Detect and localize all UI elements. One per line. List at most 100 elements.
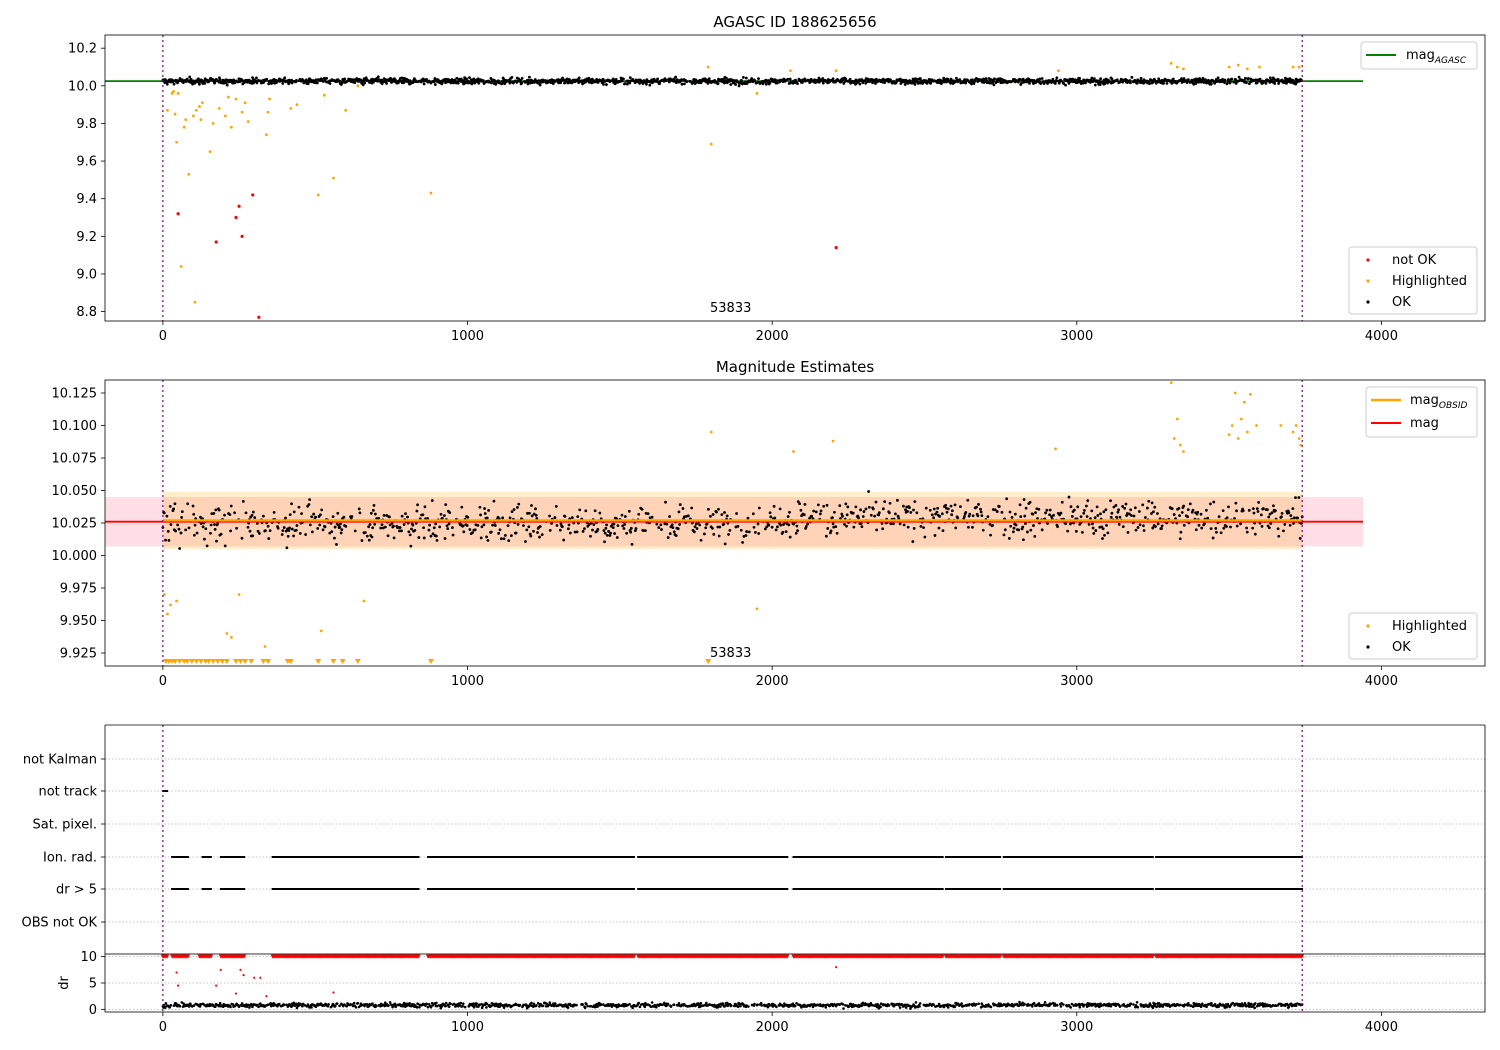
- flag-point: [1224, 856, 1227, 858]
- ok-point: [1091, 526, 1095, 530]
- flag-point: [907, 856, 910, 858]
- flag-point: [440, 856, 443, 858]
- flag-point: [652, 888, 654, 890]
- ok-point: [698, 523, 702, 527]
- flag-point: [779, 888, 781, 890]
- flag-point: [1211, 856, 1214, 858]
- ok-points: [161, 75, 1303, 88]
- flag-point: [890, 888, 893, 890]
- flag-point: [1212, 856, 1215, 858]
- flag-point: [1122, 888, 1124, 890]
- flag-point: [1149, 888, 1152, 890]
- flag-point: [1116, 856, 1119, 858]
- flag-point: [574, 856, 576, 858]
- flag-point: [647, 888, 650, 890]
- highlighted-point: [208, 150, 212, 154]
- ok-point: [672, 77, 676, 81]
- flag-point: [816, 888, 818, 890]
- flag-point: [859, 888, 862, 890]
- highlighted-point: [789, 69, 792, 73]
- flag-point: [488, 856, 491, 858]
- flag-point: [794, 888, 797, 890]
- flag-point: [1129, 856, 1132, 858]
- flag-point: [1072, 856, 1074, 858]
- flag-point: [1164, 888, 1167, 890]
- flag-point: [403, 856, 406, 858]
- ok-point: [977, 502, 980, 506]
- flag-point: [889, 888, 892, 890]
- flag-point: [947, 888, 949, 890]
- ok-point: [1228, 80, 1232, 84]
- flag-point: [899, 856, 901, 858]
- flag-point: [944, 888, 947, 890]
- flag-point: [911, 856, 914, 858]
- flag-point: [1080, 856, 1083, 858]
- flag-point: [756, 888, 759, 890]
- flag-point: [429, 888, 431, 890]
- legend-highlighted-label-2: Highlighted: [1392, 619, 1467, 634]
- flag-point: [1187, 856, 1189, 858]
- flag-point: [1258, 856, 1261, 858]
- flag-point: [683, 856, 685, 858]
- flag-point: [1013, 856, 1016, 858]
- flag-point: [1025, 888, 1027, 890]
- flag-point: [502, 856, 505, 858]
- ok-point: [928, 508, 932, 512]
- flag-point: [658, 856, 661, 858]
- flag-point: [294, 888, 296, 890]
- flag-point: [735, 888, 738, 890]
- flag-point: [749, 856, 751, 858]
- ok-point: [874, 500, 878, 504]
- ok-point: [284, 516, 287, 520]
- flag-point: [626, 856, 629, 858]
- flag-point: [642, 856, 645, 858]
- y-tick-label: 10.0: [68, 79, 97, 94]
- flag-point: [1005, 856, 1008, 858]
- flag-point: [1035, 888, 1038, 890]
- highlighted-point: [1182, 67, 1185, 71]
- flag-point: [299, 856, 302, 858]
- ok-point: [440, 516, 444, 520]
- flag-point: [1045, 856, 1048, 858]
- flag-point: [301, 888, 304, 890]
- flag-point: [534, 856, 537, 858]
- ok-point: [979, 510, 983, 514]
- ok-point: [959, 505, 962, 509]
- flag-point: [375, 888, 377, 890]
- flag-point: [677, 856, 680, 858]
- flag-point: [1222, 856, 1225, 858]
- flag-point: [1089, 888, 1091, 890]
- flag-point: [489, 856, 492, 858]
- ok-point: [224, 81, 228, 85]
- ok-point: [1064, 522, 1068, 525]
- ok-point: [1028, 81, 1031, 85]
- flag-point: [618, 888, 621, 890]
- flag-point: [318, 856, 321, 858]
- flag-point: [873, 888, 876, 890]
- ok-point: [338, 79, 342, 83]
- ok-point: [204, 527, 208, 531]
- ok-point: [1139, 76, 1143, 80]
- flag-point: [774, 856, 777, 858]
- flag-point: [996, 888, 998, 890]
- ok-point: [753, 530, 757, 534]
- flag-point: [1276, 856, 1279, 858]
- ok-point: [1007, 537, 1011, 540]
- flag-point: [681, 856, 684, 858]
- flag-point: [786, 888, 789, 890]
- ok-point: [290, 527, 294, 531]
- flag-point: [1063, 888, 1066, 890]
- flag-point: [1171, 888, 1173, 890]
- ok-point: [602, 82, 605, 86]
- flag-point: [1107, 888, 1110, 890]
- flag-point: [877, 856, 880, 858]
- flag-point: [968, 856, 971, 858]
- flag-point: [650, 888, 652, 890]
- flag-point: [805, 856, 808, 858]
- flag-point: [438, 888, 441, 890]
- flag-point: [1284, 856, 1286, 858]
- flag-point: [227, 856, 230, 858]
- flag-point: [683, 888, 685, 890]
- ok-point: [340, 528, 344, 532]
